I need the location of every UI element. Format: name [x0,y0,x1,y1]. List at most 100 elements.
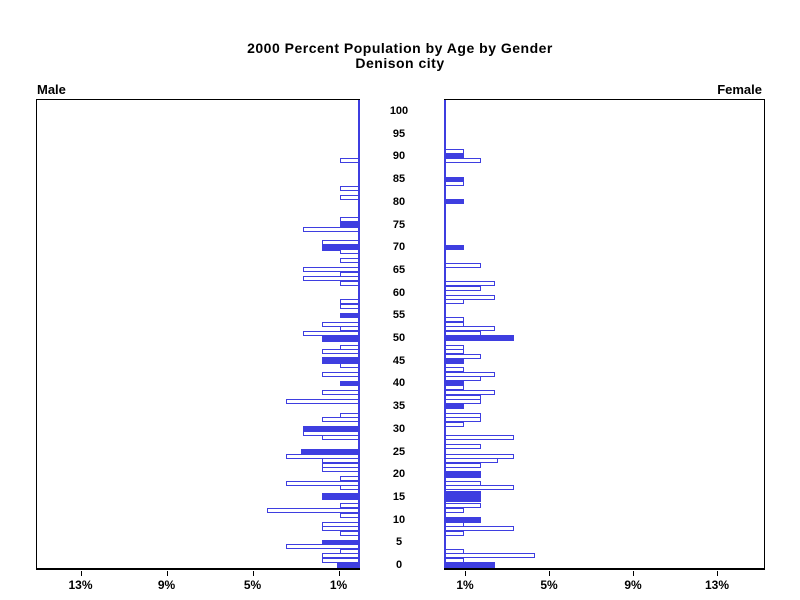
age-tick-label-80: 80 [392,195,406,208]
bar-male-age-55 [340,312,359,318]
male-panel [36,99,360,570]
female-panel-label: Female [717,82,762,97]
bar-male-age-28 [322,435,359,441]
female-axis-tick-5 [549,571,550,576]
female-axis-tick-label-5: 5% [540,578,558,592]
bar-female-age-41 [445,376,481,382]
male-zero-axis-line [358,100,360,568]
bar-male-age-3 [340,548,359,554]
bar-male-age-67 [340,258,359,264]
bar-female-age-22 [445,462,481,468]
chart-title-line2: Denison city [355,55,445,71]
female-axis-tick-13 [717,571,718,576]
bar-female-age-20 [445,470,481,478]
bar-male-age-12 [267,508,359,514]
bar-female-age-54 [445,317,464,323]
bar-female-age-59 [445,294,495,300]
bar-male-age-36 [286,399,359,405]
bar-male-age-0 [337,562,359,568]
bar-female-age-33 [445,412,481,418]
bar-male-age-69 [340,249,359,255]
bar-male-age-83 [340,185,359,191]
bar-male-age-17 [340,485,359,491]
bar-female-age-32 [445,417,481,423]
age-tick-label-70: 70 [392,241,406,254]
bar-female-age-61 [445,285,481,291]
bar-male-age-48 [340,344,359,350]
bar-female-age-7 [445,530,464,536]
age-tick-label-25: 25 [392,445,406,458]
bar-male-age-29 [303,430,359,436]
bar-male-age-75 [340,222,359,227]
bar-male-age-62 [340,281,359,287]
bar-female-age-53 [445,321,464,327]
age-tick-label-75: 75 [392,218,406,231]
bar-male-age-89 [340,158,359,164]
bar-male-age-2 [322,553,359,559]
bar-female-age-38 [445,389,495,395]
age-tick-label-95: 95 [392,127,406,140]
bar-female-age-80 [445,199,464,205]
male-axis-tick-label-9: 9% [157,578,176,592]
bar-female-age-18 [445,480,481,486]
bar-female-age-9 [445,521,464,527]
bar-female-age-85 [445,176,464,182]
male-axis-tick-9 [166,571,168,576]
bar-male-age-74 [303,226,359,232]
bar-female-age-66 [445,262,481,268]
bar-male-age-33 [340,412,359,418]
male-axis-tick-label-5: 5% [243,578,262,592]
bar-male-age-23 [322,458,359,464]
bar-female-age-42 [445,371,495,377]
age-tick-label-20: 20 [392,468,406,481]
age-tick-label-60: 60 [392,286,406,299]
female-axis-tick-label-1: 1% [456,578,474,592]
bar-male-age-18 [286,480,359,486]
bar-female-age-45 [445,357,464,364]
bar-male-age-30 [303,426,359,432]
bar-male-age-40 [340,380,359,386]
male-axis-tick-label-1: 1% [329,578,348,592]
bar-female-age-24 [445,453,514,459]
female-panel [444,99,765,570]
bar-female-age-23 [445,458,498,464]
male-axis-tick-1 [338,571,340,576]
bar-male-age-11 [340,512,359,518]
bar-male-age-47 [322,349,359,355]
bar-male-age-50 [322,334,359,342]
age-tick-label-5: 5 [395,536,403,549]
bar-male-age-44 [340,362,359,368]
bar-female-age-62 [445,281,495,287]
bar-male-age-13 [340,503,359,509]
bar-male-age-65 [303,267,359,273]
bar-female-age-50 [445,335,514,341]
female-axis-tick-1 [465,571,466,576]
bar-male-age-64 [340,271,359,277]
bar-male-age-53 [322,321,359,327]
bar-female-age-12 [445,508,464,514]
bar-female-age-37 [445,394,481,400]
bar-female-age-3 [445,548,464,554]
bar-male-age-63 [303,276,359,282]
bar-female-age-31 [445,421,464,427]
bar-female-age-43 [445,367,464,373]
bar-female-age-36 [445,399,481,405]
bar-male-age-9 [322,521,359,527]
bar-female-age-52 [445,326,495,332]
bar-female-age-17 [445,485,514,491]
female-axis-tick-label-13: 13% [704,578,730,592]
bar-female-age-70 [445,244,464,250]
bar-male-age-52 [340,326,359,332]
bar-male-age-4 [286,544,359,550]
age-tick-label-0: 0 [395,559,403,571]
bar-male-age-7 [340,530,359,536]
bar-male-age-25 [301,449,359,454]
age-tick-label-10: 10 [392,513,406,526]
bar-female-age-91 [445,149,464,155]
bar-female-age-40 [445,380,464,386]
male-axis-tick-13 [80,571,82,576]
bar-male-age-32 [322,417,359,423]
bar-male-age-38 [322,389,359,395]
male-axis-tick-5 [252,571,254,576]
